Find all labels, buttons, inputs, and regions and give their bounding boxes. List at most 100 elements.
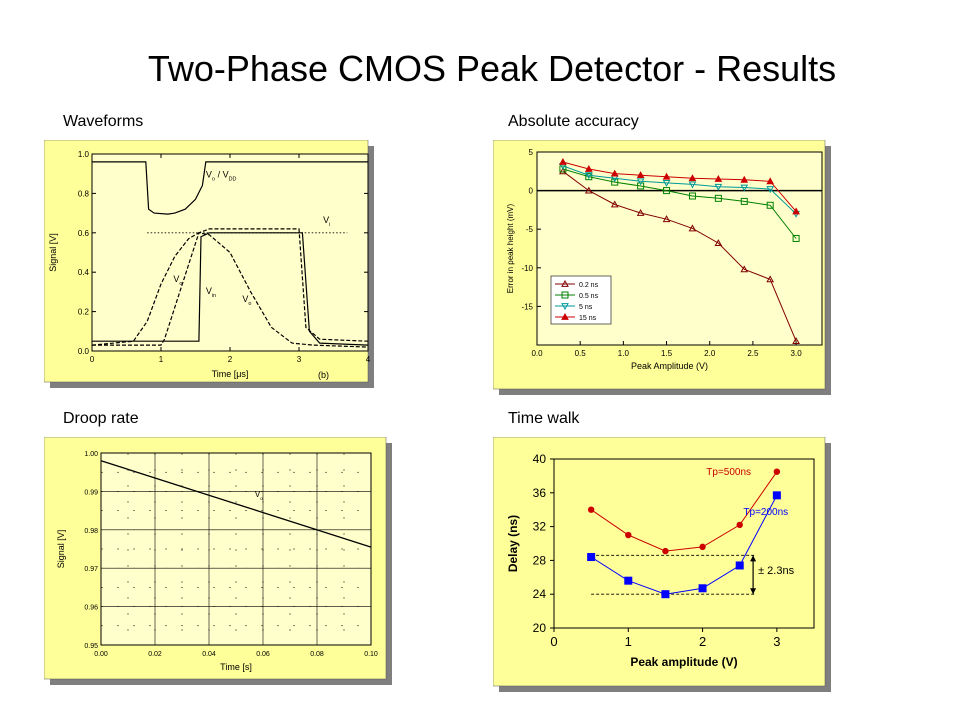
- y-tick-label: 24: [533, 587, 547, 601]
- x-axis-label: Peak amplitude (V): [630, 655, 737, 669]
- x-tick-label: 4: [366, 355, 371, 364]
- series-line: [562, 170, 797, 342]
- x-axis-label: Peak Amplitude (V): [631, 361, 708, 371]
- plot-area: [553, 458, 815, 629]
- data-point: [587, 553, 596, 562]
- data-point: [792, 337, 800, 345]
- data-point: [662, 172, 671, 180]
- x-tick-label: 0: [550, 634, 557, 649]
- data-point: [584, 186, 593, 194]
- series-line: [91, 232, 369, 348]
- data-point: [559, 158, 567, 165]
- data-point: [611, 178, 619, 186]
- data-point: [714, 174, 723, 182]
- legend-label: 0.2 ns: [579, 282, 599, 289]
- arrow-head: [750, 555, 757, 562]
- data-point: [637, 182, 645, 190]
- data-point: [740, 197, 748, 205]
- caption-droop: Droop rate: [63, 410, 139, 427]
- data-point: [772, 491, 781, 500]
- legend-label: 0.5 ns: [579, 293, 599, 300]
- data-point: [688, 192, 696, 200]
- data-point: [766, 186, 775, 194]
- data-point: [561, 303, 569, 311]
- data-point: [714, 183, 723, 191]
- data-point: [714, 194, 722, 202]
- droop-chart: 0.95 0.96 0.97 0.98 0.99 1.00 0.00 0.02 0.04 0.06…: [44, 437, 392, 685]
- x-tick-label: 0.04: [202, 651, 216, 658]
- x-tick-label: 3: [297, 355, 302, 364]
- data-point: [587, 506, 595, 513]
- annotation-label: Vo: [173, 274, 182, 287]
- caption-timewalk: Time walk: [508, 410, 580, 427]
- x-tick-label: 1.5: [661, 349, 673, 358]
- y-tick-label: -10: [521, 264, 533, 273]
- caption-waveforms: Waveforms: [63, 113, 144, 130]
- y-tick-label: 20: [533, 621, 547, 635]
- data-point: [714, 239, 723, 246]
- x-axis-label: Time [μs]: [212, 369, 249, 379]
- y-tick-label: 40: [533, 452, 547, 466]
- timewalk-chart: 20 24 28 32 36 40 0 1 2 3 ± 2.3ns Tp=500ns Tp=200ns D…: [493, 437, 831, 692]
- annotation-label: Vo: [206, 170, 215, 183]
- annotation-label: Vo: [255, 490, 263, 502]
- x-tick-label: 2: [228, 355, 233, 364]
- data-point: [661, 590, 670, 599]
- y-tick-label: 0.98: [84, 528, 98, 535]
- x-tick-label: 3: [773, 634, 780, 649]
- series-line: [92, 232, 369, 346]
- data-point: [636, 208, 645, 216]
- y-tick-label: 0.4: [78, 268, 90, 277]
- x-tick-label: 1: [159, 355, 164, 364]
- y-axis-label: Error in peak height (mV): [506, 203, 515, 293]
- data-point: [662, 179, 671, 187]
- data-point: [585, 173, 593, 181]
- data-point: [792, 207, 800, 215]
- series-line: [590, 471, 778, 552]
- y-tick-label: 0.0: [78, 347, 90, 356]
- data-point: [584, 172, 593, 180]
- range-annotation: ± 2.3ns: [758, 565, 795, 577]
- data-point: [559, 167, 567, 175]
- y-tick-label: 0.8: [78, 189, 90, 198]
- data-point: [561, 291, 569, 299]
- y-tick-label: 0.99: [84, 489, 98, 496]
- data-point: [740, 175, 749, 183]
- legend-label: 5 ns: [579, 304, 593, 311]
- x-axis-label: Time [s]: [220, 662, 252, 672]
- series-line: [562, 165, 797, 215]
- annotation-label: / VDD: [218, 170, 237, 183]
- series-line: [562, 161, 797, 212]
- y-axis-label: Signal [V]: [56, 530, 66, 569]
- data-point: [624, 576, 633, 585]
- x-tick-label: 0.0: [531, 349, 543, 358]
- page-title: Two-Phase CMOS Peak Detector - Results: [147, 48, 837, 89]
- x-tick-label: 0: [90, 355, 95, 364]
- annotation-label: Vo: [242, 294, 251, 307]
- data-point: [766, 201, 774, 209]
- series-line: [100, 460, 372, 548]
- y-axis-label: Delay (ns): [506, 515, 520, 572]
- data-point: [636, 178, 645, 186]
- data-point: [766, 177, 775, 185]
- data-point: [561, 279, 569, 287]
- series-line: [590, 495, 778, 595]
- y-tick-label: 0.6: [78, 229, 90, 238]
- x-tick-label: 2.0: [704, 349, 716, 358]
- accuracy-chart: 5 0 -5 -10 -15 0.0 0.5 1.0 1.5 2.0 2.5 3.0 0.2 ns 0.5…: [493, 140, 831, 395]
- data-point: [736, 521, 743, 529]
- series-line: [562, 168, 797, 239]
- x-tick-label: 0.10: [364, 651, 378, 658]
- series-label: Tp=500ns: [706, 467, 751, 478]
- data-point: [663, 187, 671, 195]
- x-tick-label: 0.5: [575, 349, 587, 358]
- data-point: [688, 174, 697, 182]
- series-line: [92, 228, 369, 346]
- data-point: [610, 169, 619, 177]
- y-tick-label: 0: [529, 187, 534, 196]
- data-point: [735, 561, 744, 570]
- data-point: [773, 468, 781, 475]
- data-point: [740, 265, 749, 273]
- data-point: [561, 312, 569, 320]
